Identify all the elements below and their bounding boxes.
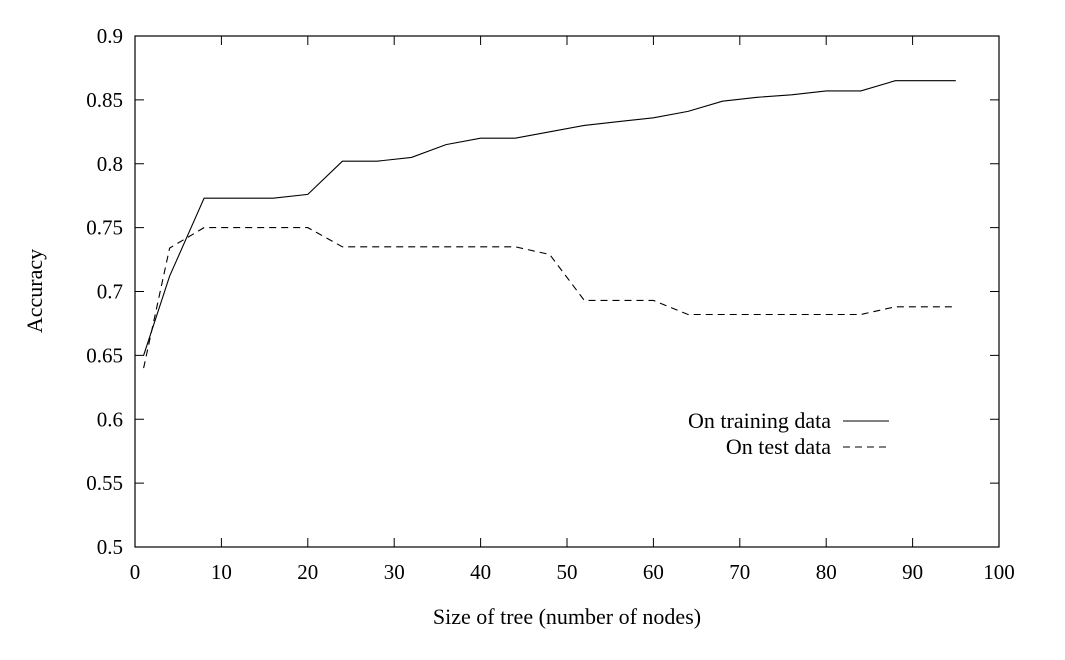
y-axis-label: Accuracy (22, 249, 47, 333)
x-axis-label: Size of tree (number of nodes) (433, 604, 701, 629)
x-tick-label: 80 (816, 560, 837, 584)
y-tick-label: 0.55 (86, 471, 123, 495)
plot-frame (134, 35, 1000, 548)
x-tick-label: 30 (384, 560, 405, 584)
y-tick-label: 0.9 (97, 24, 123, 48)
x-tick-label: 20 (297, 560, 318, 584)
series-line-test (143, 227, 956, 369)
axis-ticks: 0 10 20 30 40 50 60 70 80 90 100 0.5 0.55 0.6 0.65 0.7 0… (86, 24, 1015, 584)
series-layer (143, 80, 956, 369)
x-tick-label: 40 (470, 560, 491, 584)
x-tick-label: 50 (557, 560, 578, 584)
x-tick-label: 70 (729, 560, 750, 584)
x-tick-label: 90 (902, 560, 923, 584)
legend-label-0: On training data (688, 408, 831, 433)
y-tick-label: 0.75 (86, 216, 123, 240)
y-tick-label: 0.6 (97, 407, 123, 431)
x-tick-label: 60 (643, 560, 664, 584)
y-tick-label: 0.65 (86, 343, 123, 367)
y-tick-label: 0.8 (97, 152, 123, 176)
y-tick-label: 0.85 (86, 88, 123, 112)
x-tick-label: 0 (130, 560, 141, 584)
x-tick-label: 10 (211, 560, 232, 584)
x-tick-label: 100 (983, 560, 1015, 584)
y-tick-label: 0.5 (97, 535, 123, 559)
legend-label-1: On test data (726, 434, 831, 459)
series-line-training (143, 80, 956, 356)
y-tick-label: 0.7 (97, 280, 123, 304)
